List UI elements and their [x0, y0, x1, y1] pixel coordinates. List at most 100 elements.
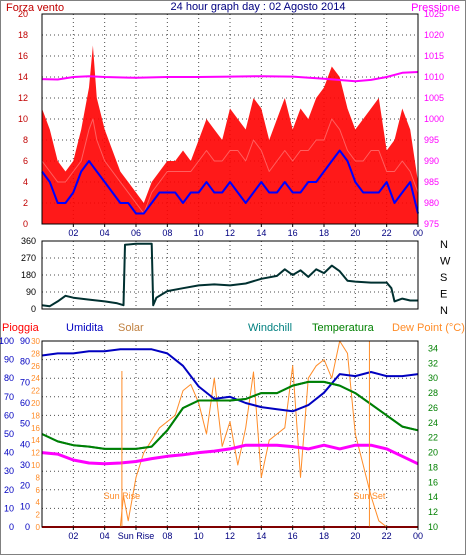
weather-panel-xtick: 18 [319, 531, 329, 541]
weather-panel-xtick: 04 [100, 531, 110, 541]
temperature-ytick: 30 [428, 373, 438, 383]
wind-ytick: 2 [23, 198, 28, 208]
wind-panel-xtick: 10 [194, 228, 204, 238]
solar-ytick: 12 [31, 449, 40, 458]
wind-ytick: 10 [18, 114, 28, 124]
wind-panel-xtick: 12 [225, 228, 235, 238]
solar-label: Solar [118, 322, 144, 334]
weather-panel-xtick: 16 [288, 531, 298, 541]
pressure-ytick: 1020 [424, 30, 444, 40]
humidity-ytick: 30 [20, 460, 30, 470]
humidity-ytick: 40 [20, 439, 30, 449]
humidity-ytick: 20 [20, 481, 30, 491]
rain-ytick: 80 [4, 373, 14, 383]
pressure-axis-title: Pressione [411, 2, 460, 14]
rain-ytick: 30 [4, 466, 14, 476]
humidity-ytick: 0 [25, 522, 30, 532]
temperature-ytick: 22 [428, 433, 438, 443]
direction-ytick: 180 [21, 270, 36, 280]
chart-title: 24 hour graph day : 02 Agosto 2014 [171, 1, 346, 13]
direction-ytick: 0 [31, 304, 36, 314]
temperature-ytick: 14 [428, 492, 438, 502]
temperature-ytick: 10 [428, 522, 438, 532]
solar-ytick: 8 [36, 473, 41, 482]
humidity-ytick: 70 [20, 377, 30, 387]
humidity-ytick: 50 [20, 419, 30, 429]
direction-series [41, 242, 418, 308]
pressure-ytick: 975 [424, 219, 439, 229]
compass-label: N [440, 305, 448, 317]
weather-panel-xtick: 08 [162, 531, 172, 541]
direction-ytick: 360 [21, 236, 36, 246]
pressure-ytick: 1010 [424, 72, 444, 82]
solar-ytick: 18 [31, 411, 40, 420]
weather-panel-xtick: 10 [194, 531, 204, 541]
solar-ytick: 16 [31, 424, 40, 433]
temperature-ytick: 18 [428, 462, 438, 472]
temperature-series [41, 380, 419, 450]
rain-ytick: 40 [4, 448, 14, 458]
wind-ytick: 4 [23, 177, 28, 187]
wind-series [41, 118, 419, 214]
temperature-ytick: 12 [428, 507, 438, 517]
pressure-series [41, 71, 419, 83]
temperature-ytick: 16 [428, 477, 438, 487]
solar-series [42, 340, 418, 528]
compass-label: S [440, 272, 447, 284]
weather-panel-xtick: 14 [256, 531, 266, 541]
temperature-ytick: 34 [428, 343, 438, 353]
rain-ytick: 50 [4, 429, 14, 439]
humidity-label: Umidita [66, 322, 104, 334]
pressure-ytick: 1015 [424, 51, 444, 61]
wind-ytick: 20 [18, 9, 28, 19]
wind-panel-xtick: 16 [288, 228, 298, 238]
bottom-header: Pioggia Umidita Solar Windchill Temperat… [2, 322, 465, 334]
rain-ytick: 10 [4, 503, 14, 513]
weather-panel-xtick: Sun Rise [118, 531, 155, 541]
rain-label: Pioggia [2, 322, 40, 334]
gust-series [42, 45, 418, 224]
rain-ytick: 100 [0, 336, 14, 346]
humidity-ytick: 60 [20, 398, 30, 408]
sunset-label: Sun Set [353, 491, 386, 501]
rain-ytick: 0 [9, 522, 14, 532]
compass-label: E [440, 289, 447, 301]
wind-ytick: 14 [18, 72, 28, 82]
weather-panel-xtick: 22 [382, 531, 392, 541]
wind-panel-xtick: 08 [162, 228, 172, 238]
pressure-ytick: 985 [424, 177, 439, 187]
wind-ytick: 0 [23, 219, 28, 229]
weather-panel-xtick: 00 [413, 531, 423, 541]
pressure-ytick: 990 [424, 156, 439, 166]
wind-panel-xtick: 02 [68, 228, 78, 238]
pressure-ytick: 1025 [424, 9, 444, 19]
weather-panel-grid [42, 341, 418, 527]
solar-ytick: 20 [31, 399, 40, 408]
temperature-ytick: 24 [428, 418, 438, 428]
temperature-ytick: 20 [428, 448, 438, 458]
solar-ytick: 22 [31, 387, 40, 396]
wind-panel-xtick: 04 [100, 228, 110, 238]
temperature-ytick: 32 [428, 358, 438, 368]
wind-average-series [41, 149, 419, 215]
solar-ytick: 6 [36, 486, 41, 495]
compass-label: W [440, 256, 451, 268]
solar-ytick: 2 [36, 511, 41, 520]
temperature-label: Temperatura [312, 322, 375, 334]
direction-ytick: 90 [26, 287, 36, 297]
wind-axis-title: Forza vento [6, 2, 64, 14]
wind-panel-xtick: 06 [131, 228, 141, 238]
wind-panel-xtick: 22 [382, 228, 392, 238]
weather-panel-xtick: 12 [225, 531, 235, 541]
temperature-ytick: 28 [428, 388, 438, 398]
solar-ytick: 30 [31, 337, 40, 346]
wind-panel-xtick: 18 [319, 228, 329, 238]
humidity-series [41, 348, 419, 413]
pressure-ytick: 1005 [424, 93, 444, 103]
solar-ytick: 0 [36, 523, 41, 532]
rain-ytick: 60 [4, 410, 14, 420]
humidity-ytick: 10 [20, 501, 30, 511]
direction-ytick: 270 [21, 253, 36, 263]
